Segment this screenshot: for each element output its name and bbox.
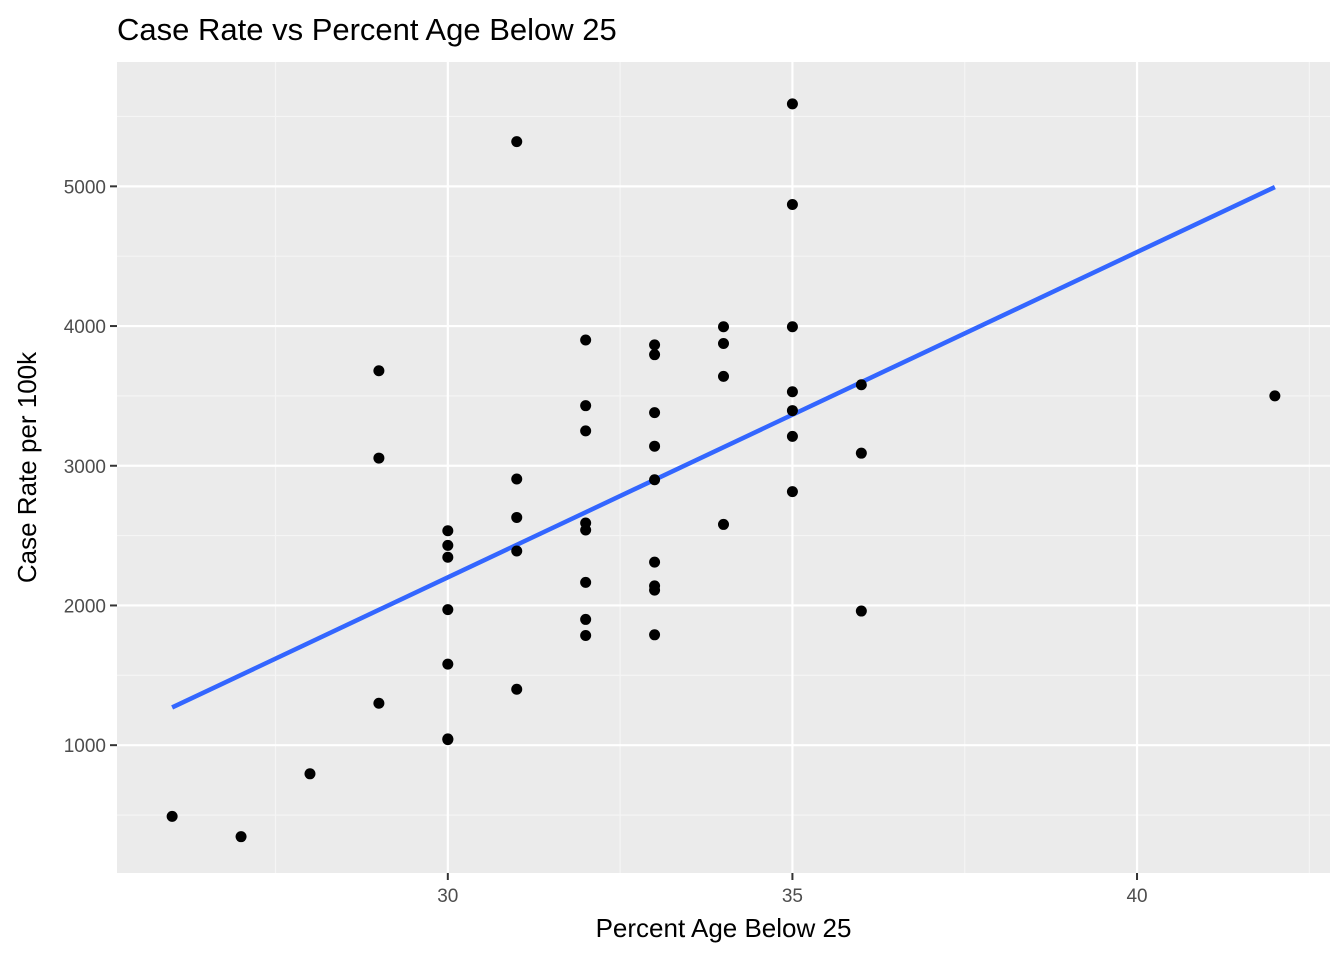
data-point — [580, 613, 592, 625]
data-point — [855, 447, 867, 459]
data-point — [304, 768, 316, 780]
data-point — [235, 831, 247, 843]
y-axis-ticks: 1000 2000 3000 4000 5000 — [64, 177, 117, 757]
data-point — [649, 584, 661, 596]
data-point — [718, 518, 729, 530]
data-point — [649, 474, 661, 486]
chart-title: Case Rate vs Percent Age Below 25 — [117, 12, 617, 47]
y-axis-title: Case Rate per 100k — [12, 351, 42, 583]
data-point — [718, 370, 729, 382]
data-point — [166, 810, 178, 822]
data-point — [786, 386, 798, 398]
data-point — [649, 440, 661, 452]
x-axis-title: Percent Age Below 25 — [596, 913, 852, 943]
data-point — [786, 430, 798, 442]
trend-line-group — [171, 185, 1276, 710]
data-points — [166, 98, 1281, 843]
data-point — [442, 551, 454, 563]
data-point — [373, 365, 385, 377]
data-point — [786, 98, 798, 110]
plot-panel — [117, 62, 1330, 873]
data-point — [718, 338, 729, 350]
trend-line — [171, 185, 1276, 710]
data-point — [855, 605, 867, 617]
data-point — [511, 683, 523, 695]
data-point — [511, 511, 523, 523]
data-point — [786, 321, 798, 333]
x-tick-label: 30 — [437, 886, 458, 907]
data-point — [580, 400, 592, 412]
data-point — [511, 136, 523, 148]
x-tick-label: 40 — [1126, 886, 1147, 907]
data-point — [442, 604, 454, 616]
data-point — [786, 405, 798, 417]
x-axis-ticks: 30 35 40 — [437, 873, 1148, 907]
data-point — [786, 486, 798, 498]
data-point — [649, 629, 661, 641]
data-point — [373, 452, 385, 464]
data-point — [580, 334, 592, 346]
data-point — [649, 349, 661, 361]
data-point — [649, 407, 661, 419]
data-point — [580, 576, 592, 588]
data-point — [442, 658, 454, 670]
data-point — [442, 539, 454, 551]
data-point — [511, 473, 523, 485]
x-tick-label: 35 — [782, 886, 803, 907]
data-point — [442, 525, 454, 537]
y-tick-label: 3000 — [64, 457, 106, 478]
data-point — [1269, 390, 1281, 402]
y-tick-label: 5000 — [64, 177, 106, 198]
data-point — [580, 524, 592, 536]
y-tick-label: 4000 — [64, 317, 106, 338]
data-point — [511, 545, 523, 557]
data-point — [855, 379, 867, 391]
data-point — [580, 629, 592, 641]
data-point — [786, 199, 798, 211]
y-tick-label: 2000 — [64, 596, 106, 617]
data-point — [649, 556, 661, 568]
data-point — [442, 734, 454, 746]
data-point — [649, 339, 661, 351]
data-point — [580, 425, 592, 437]
y-tick-label: 1000 — [64, 736, 106, 757]
data-point — [718, 321, 729, 333]
data-point — [373, 697, 385, 709]
minor-gridlines — [117, 62, 1330, 873]
